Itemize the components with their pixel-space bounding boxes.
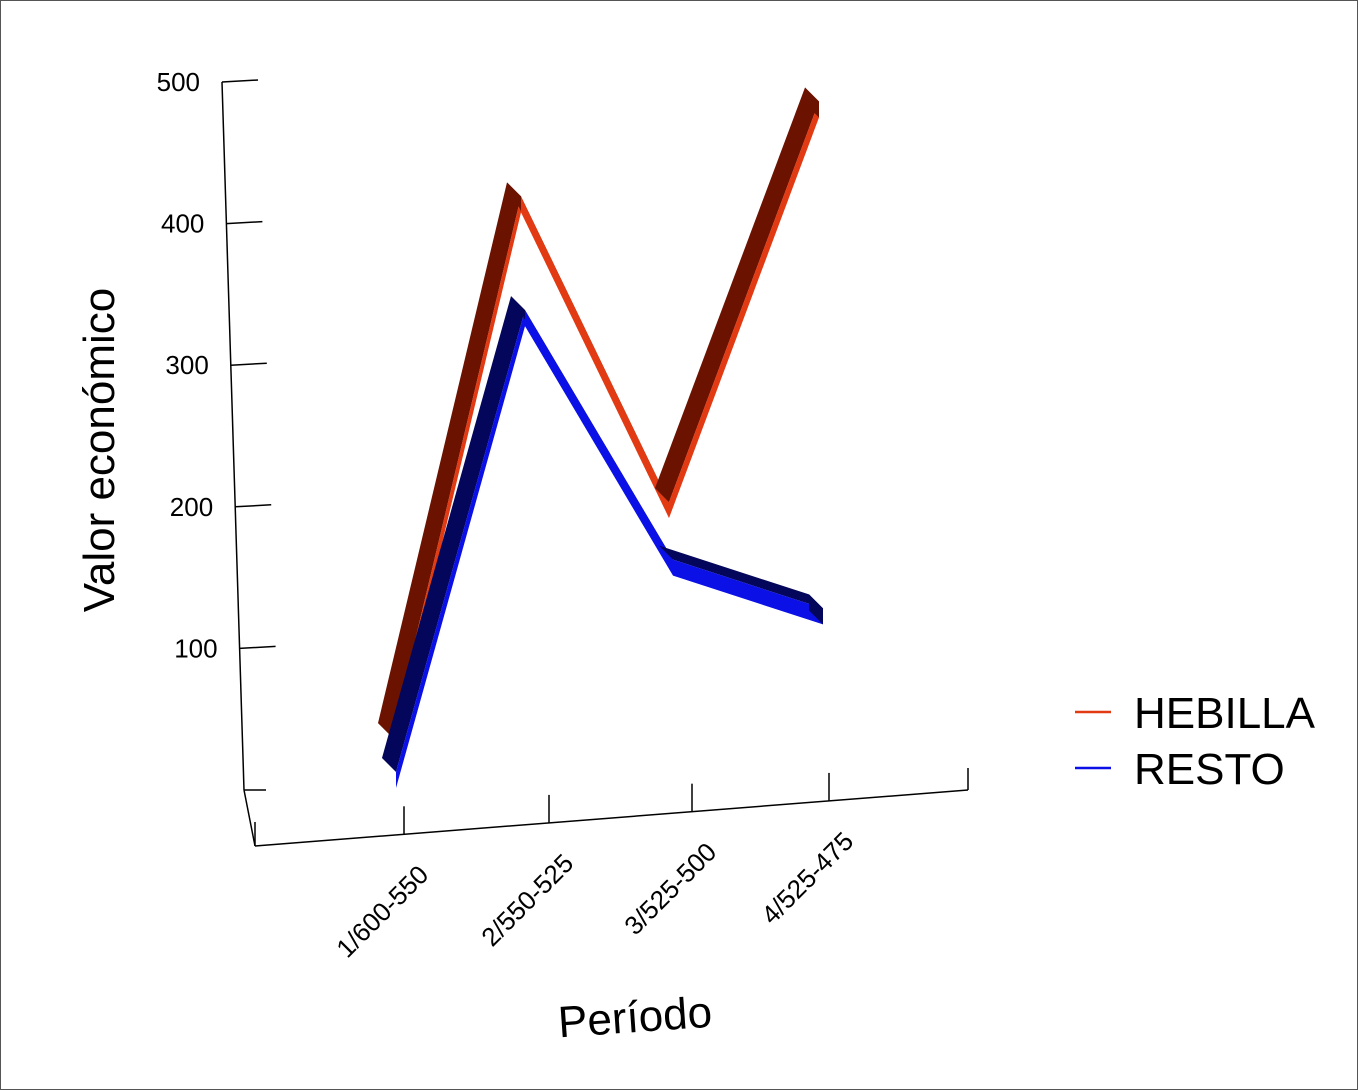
ribbon-end-cap bbox=[805, 87, 819, 118]
series-group bbox=[378, 87, 824, 788]
legend-label: HEBILLA bbox=[1134, 689, 1316, 738]
ribbon-front-face bbox=[669, 101, 819, 519]
ribbon-front-face bbox=[525, 310, 673, 576]
legend: HEBILLA RESTO bbox=[1075, 689, 1316, 794]
x-axis-line bbox=[254, 789, 969, 847]
y-tick-mark bbox=[226, 220, 263, 225]
y-tick-label: 200 bbox=[170, 492, 213, 522]
ribbon-top-face bbox=[382, 296, 525, 772]
y-axis-line bbox=[221, 81, 245, 791]
legend-label: RESTO bbox=[1134, 745, 1285, 794]
ribbon-end-cap bbox=[809, 594, 823, 625]
ribbon-top-face bbox=[659, 545, 823, 609]
y-tick-mark bbox=[239, 645, 276, 650]
y-ticks: 100 200 300 400 500 bbox=[157, 67, 276, 663]
series-resto bbox=[382, 296, 824, 788]
y-tick-label: 300 bbox=[165, 350, 208, 380]
y-tick-mark bbox=[221, 79, 259, 83]
ribbon-front-face bbox=[521, 196, 669, 519]
x-tick-label: 3/525-500 bbox=[618, 837, 722, 941]
x-tick-label: 1/600-550 bbox=[330, 859, 434, 963]
ribbon-top-face bbox=[378, 182, 521, 738]
ribbon-front-face bbox=[673, 559, 823, 625]
y-axis-depth bbox=[243, 789, 256, 847]
x-axis-title: Período bbox=[556, 988, 713, 1048]
y-tick-label: 500 bbox=[157, 67, 200, 97]
ribbon-front-face bbox=[396, 310, 525, 788]
ribbon-top-face bbox=[655, 87, 819, 503]
x-tick-label: 4/525-475 bbox=[755, 826, 859, 930]
x-tick-label: 2/550-525 bbox=[475, 848, 579, 952]
y-axis-title: Valor económico bbox=[75, 288, 124, 612]
y-tick-mark bbox=[230, 362, 267, 366]
series-hebilla bbox=[378, 87, 820, 754]
y-tick-mark bbox=[235, 504, 272, 508]
x-ticks: 1/600-550 2/550-525 3/525-500 4/525-475 bbox=[330, 772, 859, 963]
y-tick-label: 400 bbox=[161, 209, 204, 239]
axes bbox=[221, 81, 969, 847]
y-tick-label: 100 bbox=[174, 633, 217, 663]
